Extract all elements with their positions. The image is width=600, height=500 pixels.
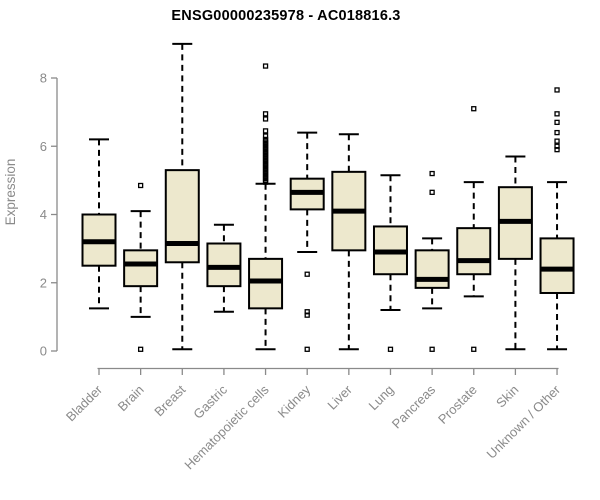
outlier-point	[471, 106, 477, 112]
outlier-point	[554, 147, 560, 153]
boxplot-group	[372, 174, 408, 352]
x-category-label: Breast	[151, 382, 188, 419]
outlier-point	[554, 111, 560, 117]
outlier-point	[429, 346, 435, 352]
x-category-label: Lung	[366, 382, 397, 413]
boxplot-group	[164, 42, 200, 351]
boxplot-group	[414, 170, 450, 352]
outlier-point	[429, 189, 435, 195]
iqr-box	[164, 169, 200, 264]
boxplot-group	[497, 155, 533, 351]
boxplot-group	[539, 87, 575, 351]
outlier-point	[304, 346, 310, 352]
y-tick-label: 8	[40, 71, 47, 86]
outlier-point	[262, 128, 269, 134]
outlier-point	[554, 87, 560, 93]
y-tick-label: 6	[40, 139, 47, 154]
outlier-point	[137, 346, 144, 352]
outlier-point	[471, 346, 477, 352]
outlier-point	[262, 179, 269, 185]
y-tick-label: 2	[40, 275, 47, 290]
chart-title: ENSG00000235978 - AC018816.3	[171, 8, 401, 24]
iqr-box	[414, 249, 450, 289]
boxplot-group	[456, 106, 492, 352]
y-tick-label: 0	[40, 344, 47, 359]
boxplot-group	[206, 223, 242, 313]
x-category-label: Brain	[115, 382, 147, 414]
boxplot-group	[289, 131, 325, 352]
x-category-label: Pancreas	[389, 382, 439, 432]
outlier-point	[387, 346, 394, 352]
x-category-label: Bladder	[63, 382, 106, 425]
outlier-point	[554, 119, 560, 126]
x-category-label: Skin	[493, 382, 521, 410]
x-category-label: Unknown / Other	[484, 382, 564, 462]
outlier-point	[304, 312, 310, 318]
y-axis-title: Expression	[3, 159, 18, 226]
iqr-box	[539, 237, 575, 294]
outlier-point	[262, 116, 269, 122]
outlier-point	[262, 63, 269, 69]
outlier-point	[304, 271, 310, 277]
outlier-point	[554, 138, 560, 144]
y-tick-label: 4	[40, 207, 47, 222]
outlier-point	[429, 170, 435, 177]
boxplot-group	[248, 63, 284, 351]
iqr-box	[206, 242, 242, 288]
outlier-point	[262, 111, 269, 117]
boxplot-group	[331, 133, 367, 351]
boxplot-group	[123, 182, 159, 352]
outlier-point	[137, 182, 144, 189]
outlier-point	[554, 129, 560, 136]
x-category-label: Prostate	[435, 382, 480, 427]
iqr-box	[248, 257, 284, 310]
iqr-box	[123, 249, 159, 288]
iqr-box	[456, 227, 492, 276]
x-category-label: Liver	[324, 382, 355, 413]
x-category-label: Gastric	[190, 382, 230, 422]
boxplot-group	[81, 138, 117, 310]
x-category-label: Kidney	[275, 382, 314, 421]
